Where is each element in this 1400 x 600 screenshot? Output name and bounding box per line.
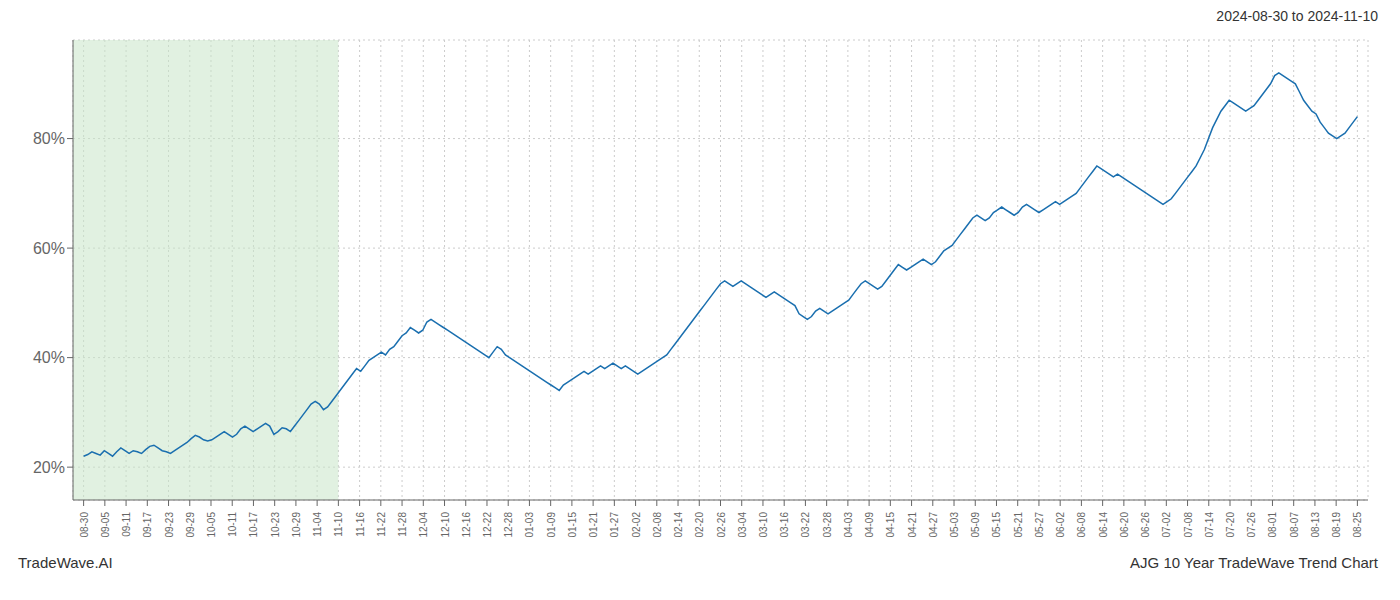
svg-text:08-01: 08-01 xyxy=(1267,512,1278,538)
svg-text:80%: 80% xyxy=(33,130,65,147)
svg-text:07-20: 07-20 xyxy=(1225,512,1236,538)
svg-text:05-27: 05-27 xyxy=(1034,512,1045,538)
svg-text:02-14: 02-14 xyxy=(673,512,684,538)
svg-text:02-26: 02-26 xyxy=(716,512,727,538)
svg-text:04-15: 04-15 xyxy=(885,512,896,538)
svg-text:01-27: 01-27 xyxy=(609,512,620,538)
svg-text:11-10: 11-10 xyxy=(333,512,344,537)
svg-text:10-05: 10-05 xyxy=(206,512,217,538)
svg-text:11-22: 11-22 xyxy=(376,512,387,537)
svg-text:02-08: 02-08 xyxy=(652,512,663,538)
svg-text:05-03: 05-03 xyxy=(949,512,960,538)
svg-text:01-15: 01-15 xyxy=(567,512,578,538)
svg-text:07-02: 07-02 xyxy=(1161,512,1172,538)
svg-text:09-29: 09-29 xyxy=(185,512,196,538)
svg-text:12-16: 12-16 xyxy=(461,512,472,538)
svg-text:01-21: 01-21 xyxy=(588,512,599,538)
svg-text:04-21: 04-21 xyxy=(907,512,918,538)
svg-text:11-28: 11-28 xyxy=(397,512,408,537)
svg-text:06-02: 06-02 xyxy=(1055,512,1066,538)
svg-text:08-13: 08-13 xyxy=(1310,512,1321,538)
svg-text:02-20: 02-20 xyxy=(694,512,705,538)
svg-text:10-17: 10-17 xyxy=(248,512,259,538)
svg-text:20%: 20% xyxy=(33,459,65,476)
svg-text:12-22: 12-22 xyxy=(482,512,493,538)
svg-text:08-30: 08-30 xyxy=(79,512,90,538)
svg-text:11-16: 11-16 xyxy=(355,512,366,537)
svg-text:10-29: 10-29 xyxy=(291,512,302,538)
svg-text:03-04: 03-04 xyxy=(737,512,748,538)
svg-text:03-28: 03-28 xyxy=(822,512,833,538)
svg-text:03-10: 03-10 xyxy=(758,512,769,538)
svg-text:10-23: 10-23 xyxy=(270,512,281,538)
svg-text:01-03: 01-03 xyxy=(524,512,535,538)
svg-text:12-04: 12-04 xyxy=(418,512,429,538)
svg-text:11-04: 11-04 xyxy=(312,512,323,537)
svg-text:04-27: 04-27 xyxy=(928,512,939,538)
svg-text:12-10: 12-10 xyxy=(440,512,451,538)
svg-text:02-02: 02-02 xyxy=(631,512,642,538)
svg-text:06-20: 06-20 xyxy=(1119,512,1130,538)
html-text:TradeWave.AI: TradeWave.AI xyxy=(18,554,113,571)
svg-text:06-08: 06-08 xyxy=(1076,512,1087,538)
svg-text:01-09: 01-09 xyxy=(546,512,557,538)
svg-text:03-16: 03-16 xyxy=(779,512,790,538)
svg-text:04-09: 04-09 xyxy=(864,512,875,538)
svg-text:60%: 60% xyxy=(33,240,65,257)
svg-text:06-14: 06-14 xyxy=(1098,512,1109,538)
svg-text:09-23: 09-23 xyxy=(164,512,175,538)
svg-text:07-08: 07-08 xyxy=(1183,512,1194,538)
svg-text:10-11: 10-11 xyxy=(227,512,238,537)
svg-text:08-25: 08-25 xyxy=(1352,512,1363,538)
svg-text:04-03: 04-03 xyxy=(843,512,854,538)
svg-text:03-22: 03-22 xyxy=(800,512,811,538)
svg-text:40%: 40% xyxy=(33,349,65,366)
svg-text:09-11: 09-11 xyxy=(121,512,132,537)
svg-text:07-26: 07-26 xyxy=(1246,512,1257,538)
svg-text:08-19: 08-19 xyxy=(1331,512,1342,538)
svg-text:07-14: 07-14 xyxy=(1204,512,1215,538)
svg-text:06-26: 06-26 xyxy=(1140,512,1151,538)
svg-text:05-21: 05-21 xyxy=(1013,512,1024,538)
svg-text:05-09: 05-09 xyxy=(970,512,981,538)
html-text:2024-08-30 to 2024-11-10: 2024-08-30 to 2024-11-10 xyxy=(1216,8,1378,24)
svg-text:12-28: 12-28 xyxy=(503,512,514,538)
svg-text:05-15: 05-15 xyxy=(991,512,1002,538)
svg-text:09-17: 09-17 xyxy=(142,512,153,538)
svg-text:09-05: 09-05 xyxy=(100,512,111,538)
svg-text:08-07: 08-07 xyxy=(1289,512,1300,538)
html-text:AJG 10 Year TradeWave Trend Ch: AJG 10 Year TradeWave Trend Chart xyxy=(1130,554,1378,571)
